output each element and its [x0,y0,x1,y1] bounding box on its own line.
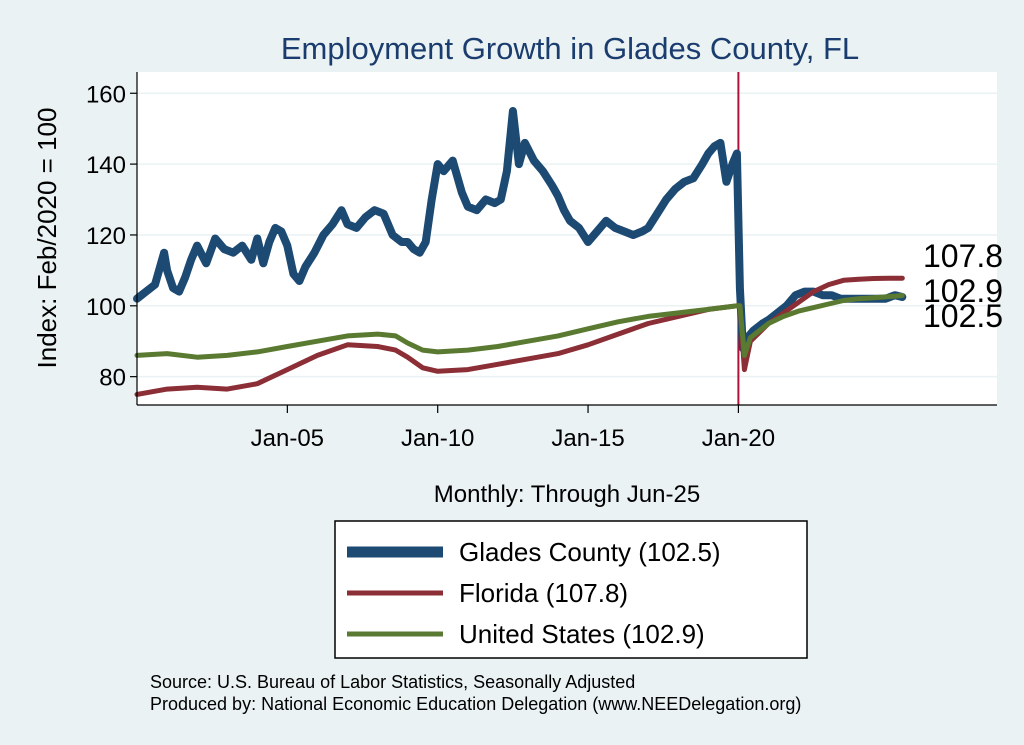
legend-label-glades: Glades County (102.5) [459,537,721,567]
end-label-102.9: 102.9 [923,273,1003,309]
end-label-102.5: 102.5 [923,298,1003,334]
legend: Glades County (102.5) Florida (107.8) Un… [334,520,808,659]
legend-label-us: United States (102.9) [459,619,705,649]
y-tick-label-100: 100 [86,294,126,321]
plot-area [137,72,997,405]
series-layer [133,107,907,397]
y-tick-label-160: 160 [86,81,126,108]
x-tick-label-Jan-20: Jan-20 [702,425,775,452]
chart-title: Employment Growth in Glades County, FL [281,31,859,66]
y-axis-label: Index: Feb/2020 = 100 [32,108,62,369]
x-tick-label-Jan-05: Jan-05 [251,425,324,452]
series-line-florida [134,275,905,397]
x-axis-label: Monthly: Through Jun-25 [434,481,700,508]
y-tick-label-140: 140 [86,152,126,179]
series-line-united-states [134,293,905,360]
y-tick-label-80: 80 [99,365,126,392]
series-line-glades-county [133,107,907,353]
end-label-107.8: 107.8 [923,238,1003,274]
source-line: Source: U.S. Bureau of Labor Statistics,… [150,672,635,692]
axes [130,72,997,413]
x-tick-label-Jan-10: Jan-10 [401,425,474,452]
producer-line: Produced by: National Economic Education… [150,694,801,714]
tick-labels: 80 100 120 140 160 Jan-05 Jan-10 Jan-15 Jan-20 [86,81,775,452]
x-tick-label-Jan-15: Jan-15 [551,425,624,452]
y-tick-label-120: 120 [86,223,126,250]
legend-label-florida: Florida (107.8) [459,578,628,608]
